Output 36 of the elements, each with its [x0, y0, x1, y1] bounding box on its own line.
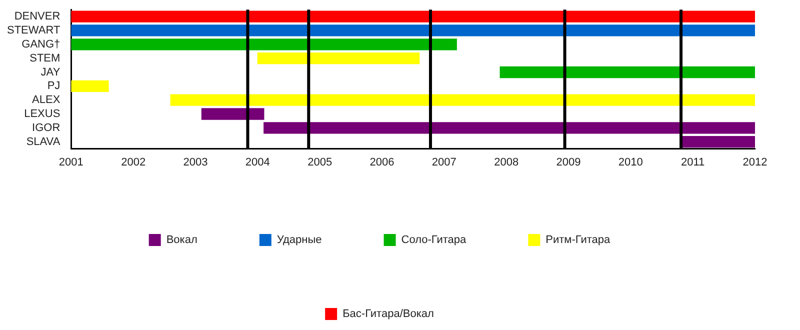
x-tick-label: 2006	[370, 156, 394, 168]
bar	[500, 66, 755, 78]
legend-label: Ударные	[276, 234, 322, 246]
bar	[170, 94, 755, 106]
x-tick-label: 2008	[494, 156, 519, 168]
x-tick-label: 2001	[58, 156, 84, 168]
y-tick-label: IGOR	[32, 122, 60, 134]
legend-label: Ритм-Гитара	[546, 234, 612, 246]
x-tick-label: 2003	[183, 156, 208, 168]
y-tick-label: ALEX	[32, 94, 61, 106]
x-tick-label: 2005	[308, 156, 332, 168]
x-tick-label: 2004	[245, 156, 270, 168]
legend-label: Соло-Гитара	[401, 234, 468, 246]
y-tick-label: STEM	[30, 52, 60, 64]
x-tick-label: 2009	[556, 156, 581, 168]
y-tick-label: DENVER	[14, 10, 60, 23]
bar	[264, 122, 755, 134]
bar	[71, 38, 457, 50]
y-tick-label: SLAVA	[26, 136, 61, 148]
bar	[71, 24, 755, 36]
bar	[201, 108, 264, 120]
bar	[71, 80, 109, 92]
y-tick-label: STEWART	[6, 24, 60, 37]
x-tick-label: 2010	[618, 156, 643, 168]
bar	[257, 52, 420, 64]
y-tick-label: JAY	[40, 66, 61, 78]
legend-label: Бас-Гитара/Вокал	[342, 308, 434, 320]
bar	[71, 10, 755, 22]
y-tick-label: LEXUS	[24, 108, 60, 120]
x-tick-label: 2012	[742, 156, 768, 168]
x-tick-label: 2007	[432, 156, 456, 168]
x-tick-label: 2002	[121, 156, 146, 168]
y-tick-label: PJ	[47, 80, 60, 92]
legend-label: Вокал	[166, 234, 198, 246]
y-tick-label: GANG†	[22, 38, 60, 50]
x-tick-label: 2011	[681, 156, 705, 168]
